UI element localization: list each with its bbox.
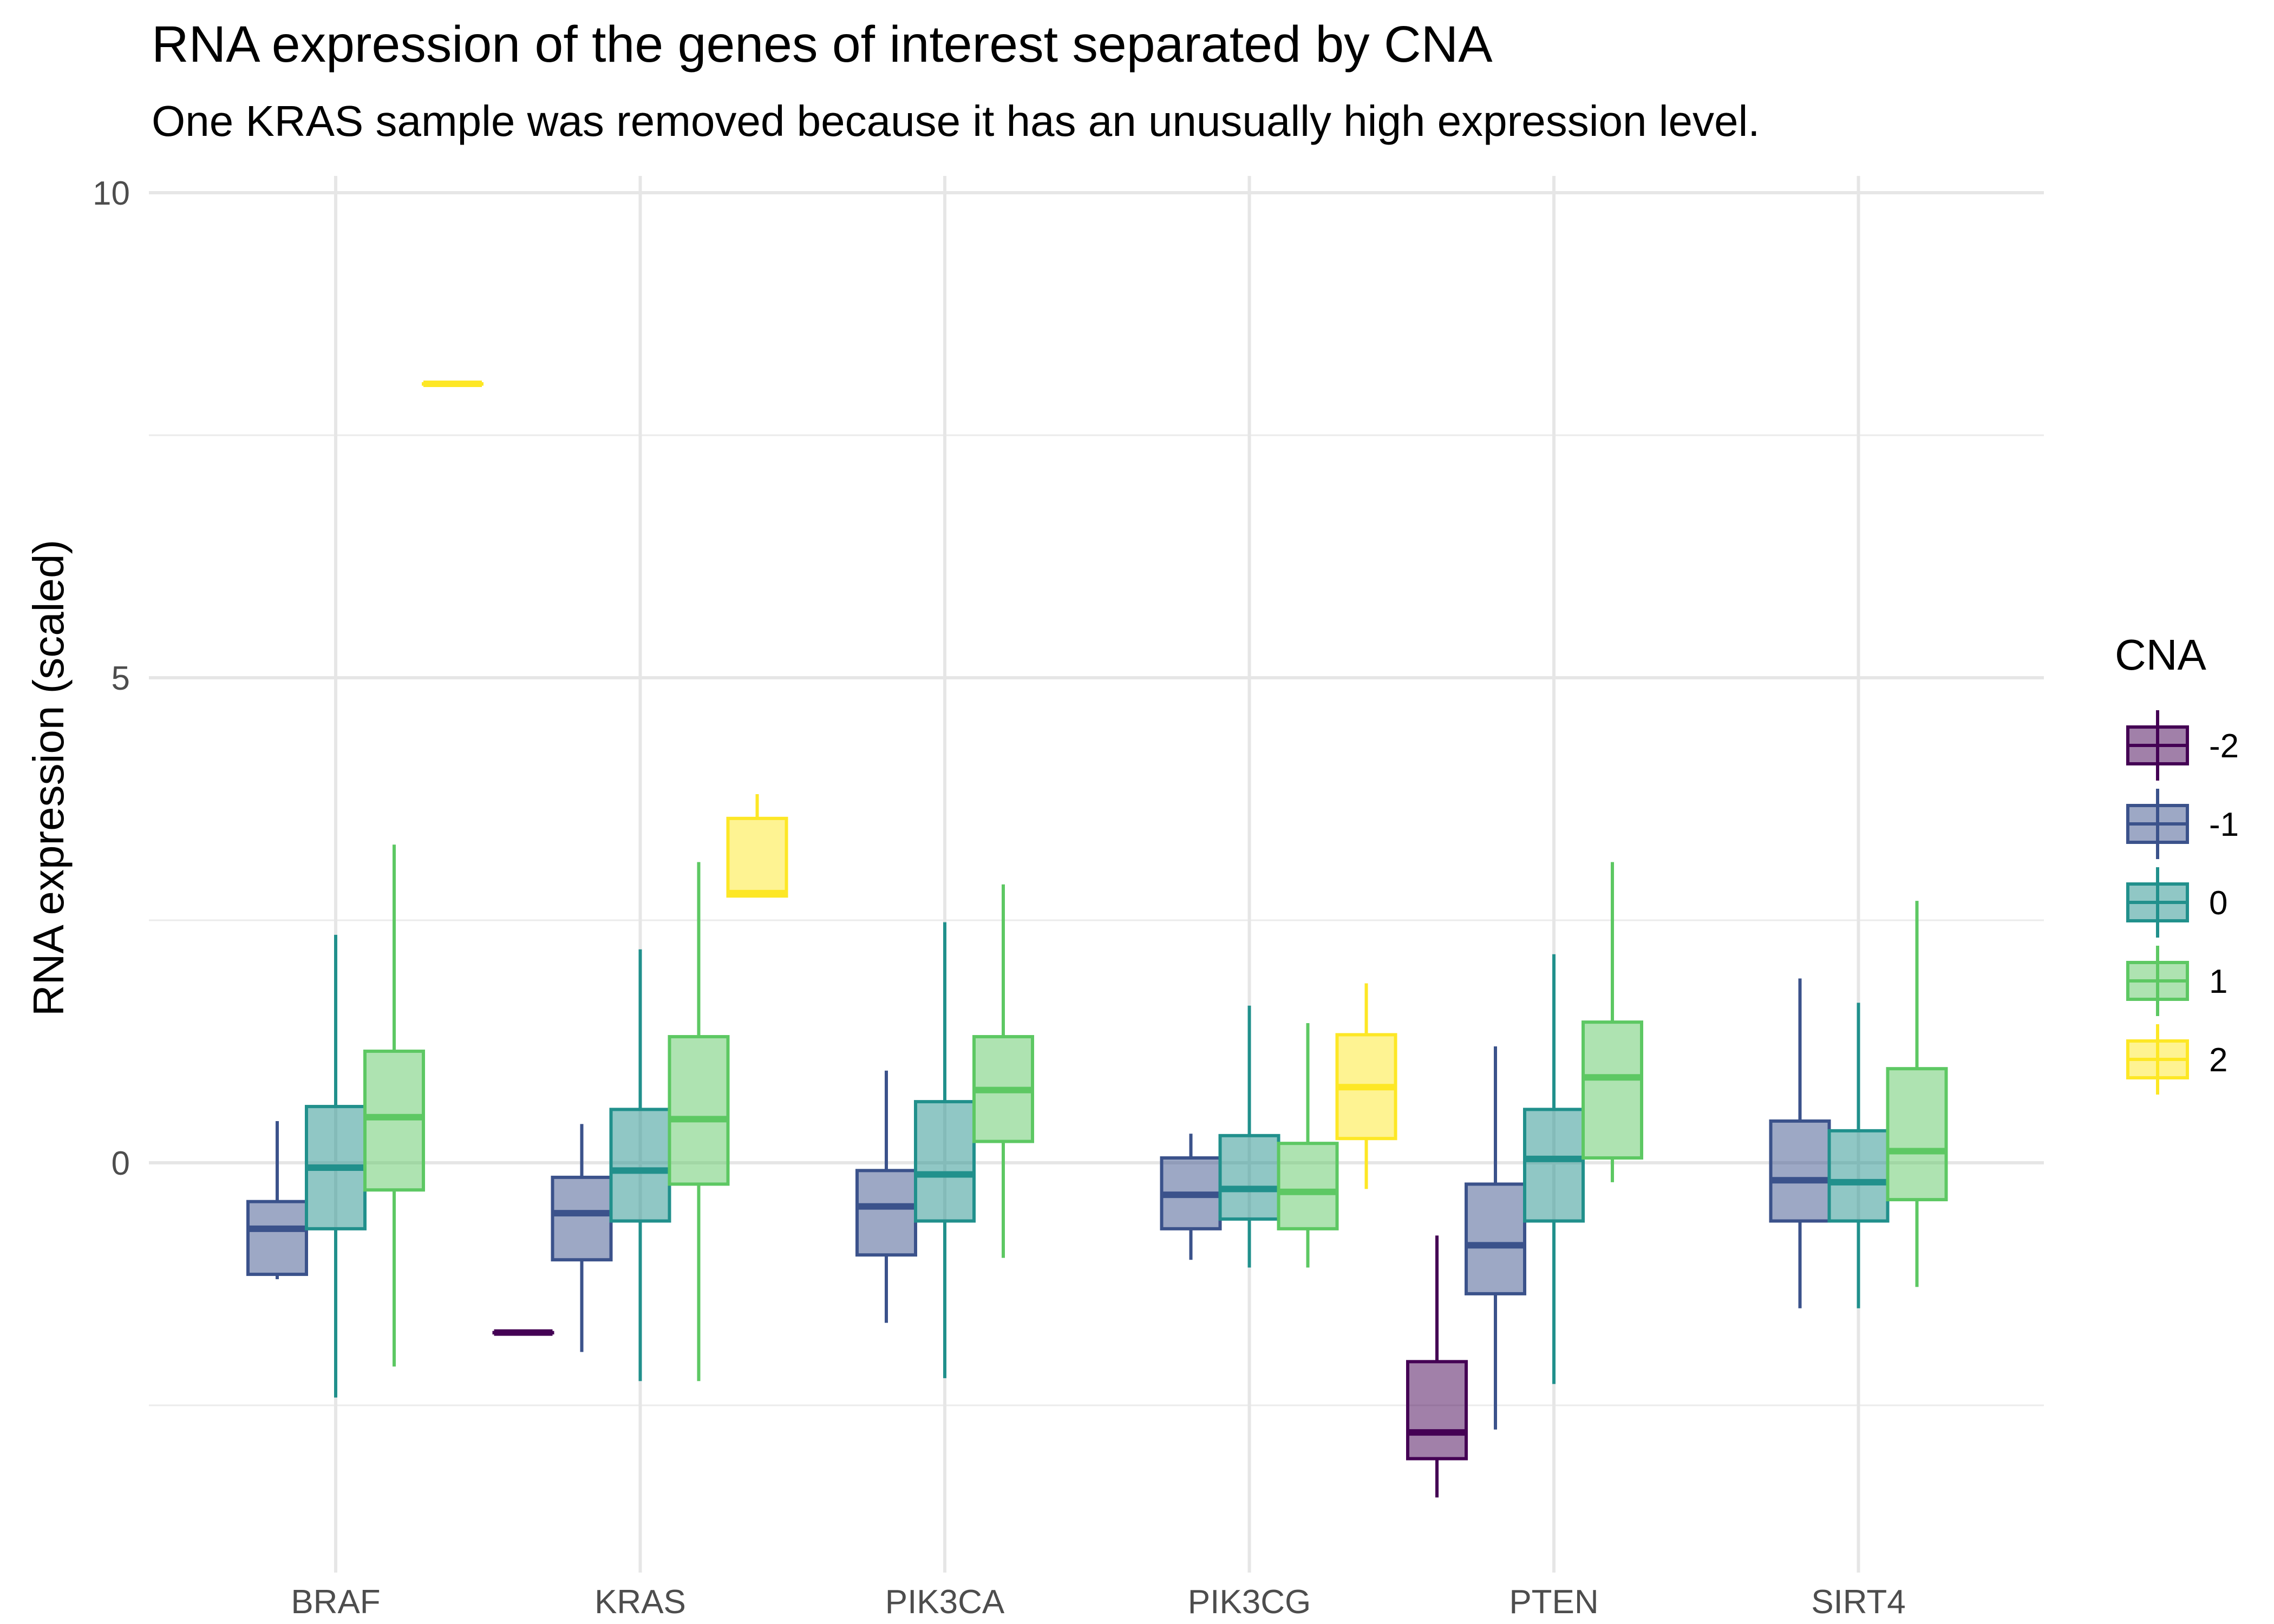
box-BRAF-cna0 [305,934,367,1398]
y-tick-label: 10 [93,175,130,212]
legend-item-cna-2: -2 [2126,710,2239,781]
box-KRAS-cna2 [726,794,788,898]
box-body [855,1169,917,1257]
legend-item-cna0: 0 [2126,867,2227,938]
grid-lines [149,176,2044,1573]
box-body [726,816,788,898]
box-body [1886,1067,1948,1202]
box-SIRT4-cna0 [1827,1003,1890,1308]
x-tick-label: KRAS [594,1583,686,1621]
legend-label: 1 [2209,963,2227,1000]
chart-title: RNA expression of the genes of interest … [152,16,1493,73]
box-body [1582,1020,1643,1160]
box-KRAS-cna0 [609,949,671,1381]
box-PTEN-cna-1 [1465,1046,1526,1430]
box-body [551,1175,613,1262]
x-tick-label: PIK3CG [1188,1583,1311,1621]
box-body [1465,1182,1526,1295]
legend-label: 2 [2209,1042,2227,1079]
box-PIK3CA-cna0 [914,922,976,1378]
x-tick-label: BRAF [291,1583,380,1621]
legend-item-cna2: 2 [2126,1024,2227,1095]
box-PTEN-cna1 [1582,862,1643,1182]
box-body [914,1100,976,1223]
box-body [246,1200,308,1276]
box-body [1218,1134,1280,1221]
x-tick-label: PIK3CA [885,1583,1005,1621]
box-body [1406,1360,1468,1461]
box-KRAS-cna-1 [551,1124,613,1352]
legend-label: 0 [2209,885,2227,922]
box-BRAF-cna-1 [246,1121,308,1280]
box-body [1827,1129,1890,1223]
box-PIK3CA-cna-1 [855,1070,917,1323]
legend-item-cna-1: -1 [2126,789,2239,859]
box-body [1769,1119,1831,1223]
legend-label: -2 [2209,728,2239,765]
box-PIK3CG-cna-1 [1160,1134,1222,1260]
box-body [363,1049,425,1192]
box-SIRT4-cna-1 [1769,978,1831,1308]
box-body [668,1035,730,1186]
box-SIRT4-cna1 [1886,901,1948,1287]
box-body [1523,1108,1585,1223]
x-tick-label: PTEN [1509,1583,1598,1621]
legend-label: -1 [2209,806,2239,843]
box-PTEN-cna-2 [1406,1235,1468,1498]
box-BRAF-cna1 [363,844,425,1367]
x-tick-label: SIRT4 [1811,1583,1906,1621]
box-PIK3CA-cna1 [972,884,1034,1258]
y-tick-label: 0 [112,1145,130,1182]
box-PIK3CG-cna1 [1277,1023,1339,1268]
box-PTEN-cna0 [1523,954,1585,1384]
box-PIK3CG-cna0 [1218,1005,1280,1268]
box-body [1277,1142,1339,1230]
box-body [609,1108,671,1223]
legend-item-cna1: 1 [2126,946,2227,1016]
chart-subtitle: One KRAS sample was removed because it h… [152,97,1760,145]
legend-title: CNA [2115,631,2206,679]
box-KRAS-cna1 [668,862,730,1381]
y-tick-label: 5 [112,660,130,697]
box-PIK3CG-cna2 [1335,983,1397,1189]
